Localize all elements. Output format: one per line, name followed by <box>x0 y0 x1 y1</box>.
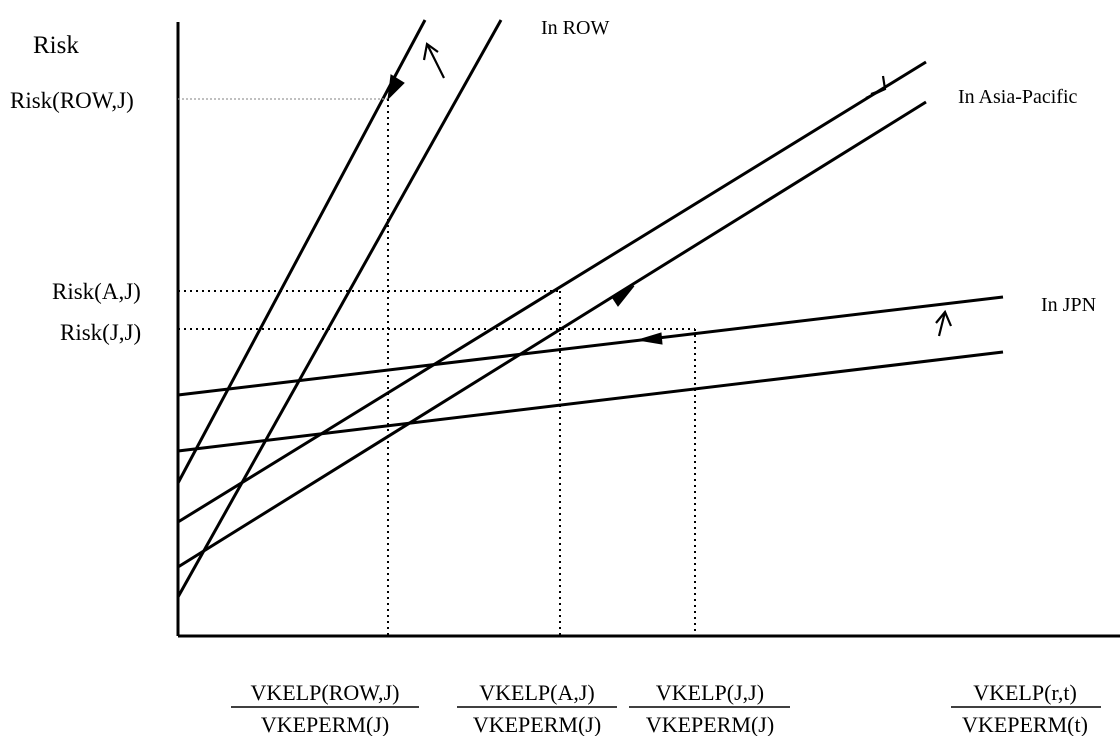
region-label-japan: In JPN <box>1041 294 1096 316</box>
x-label-general-denominator: VKEPERM(t) <box>962 712 1088 736</box>
x-label-japan-numerator: VKELP(J,J) <box>656 680 764 705</box>
row-shift-arrow <box>422 42 445 79</box>
region-label-row: In ROW <box>541 17 609 39</box>
asia-line-lower <box>177 100 927 569</box>
x-label-general-numerator: VKELP(r,t) <box>973 680 1077 705</box>
jpn-shift-arrow <box>935 309 953 337</box>
x-label-row-numerator: VKELP(ROW,J) <box>251 680 400 705</box>
jpn-line-upper <box>177 295 1004 397</box>
row-line-arrow <box>387 74 405 101</box>
x-label-japan: VKELP(J,J) VKEPERM(J) <box>629 680 790 736</box>
y-label-asia: Risk(A,J) <box>52 279 141 304</box>
x-label-row: VKELP(ROW,J) VKEPERM(J) <box>231 680 419 736</box>
x-label-asia-numerator: VKELP(A,J) <box>479 680 595 705</box>
x-label-asia: VKELP(A,J) VKEPERM(J) <box>457 680 617 736</box>
row-line-lower <box>176 19 503 598</box>
region-label-asia: In Asia-Pacific <box>958 86 1078 108</box>
x-label-asia-denominator: VKEPERM(J) <box>473 712 601 736</box>
asia-shift-arrow <box>865 75 887 99</box>
y-label-row: Risk(ROW,J) <box>10 88 134 113</box>
x-label-japan-denominator: VKEPERM(J) <box>646 712 774 736</box>
y-label-japan: Risk(J,J) <box>60 320 141 345</box>
row-line-upper <box>176 19 427 484</box>
asia-line-arrow <box>611 285 635 307</box>
jpn-line-arrow <box>637 332 663 345</box>
jpn-line-lower <box>177 350 1004 453</box>
x-label-row-denominator: VKEPERM(J) <box>261 712 389 736</box>
y-axis-title: Risk <box>33 32 79 59</box>
x-label-general: VKELP(r,t) VKEPERM(t) <box>951 680 1101 736</box>
